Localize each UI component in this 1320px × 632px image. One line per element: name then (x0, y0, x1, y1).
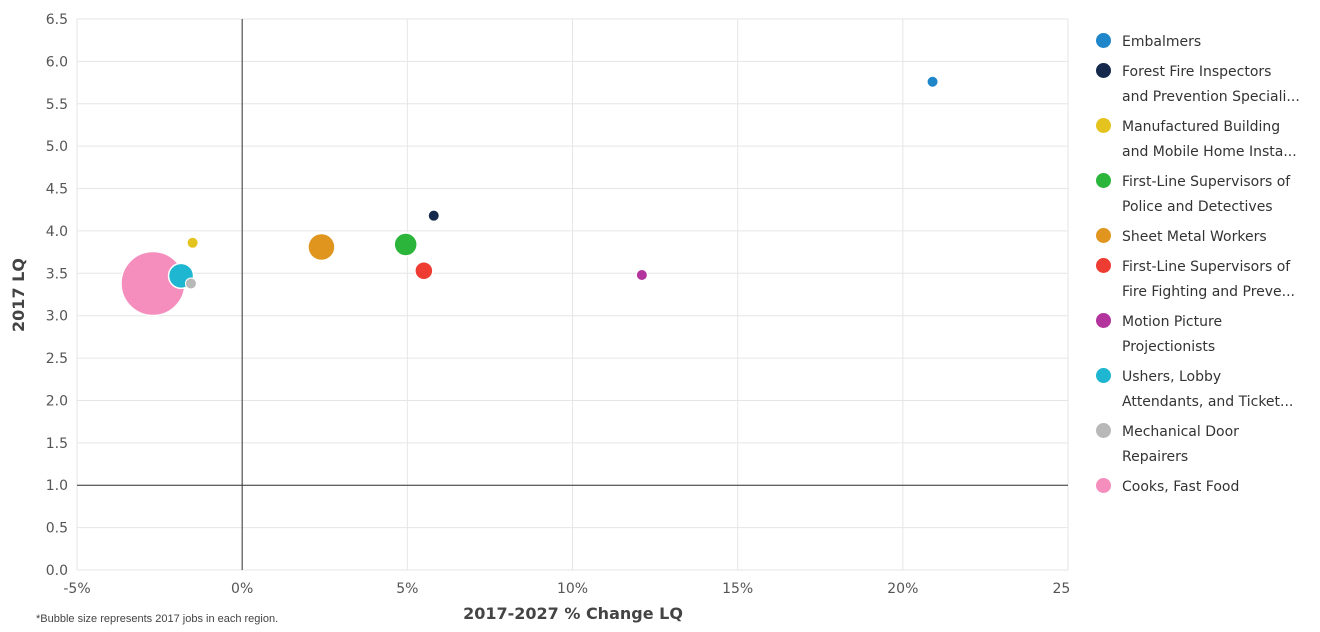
y-tick-label: 1.5 (46, 436, 68, 452)
legend-marker (1096, 228, 1111, 243)
legend-label: Forest Fire Inspectors and Prevention Spe… (1122, 64, 1300, 105)
legend-marker (1096, 478, 1111, 493)
bubbles (120, 75, 939, 317)
y-tick-label: 4.5 (46, 182, 68, 198)
bubble[interactable] (307, 232, 336, 262)
y-axis-ticks: 0.0 0.5 1.0 1.5 2.0 2.5 3.0 3.5 4.0 4.5 5.0 5.5 6.0 6… (46, 12, 68, 579)
legend-item[interactable]: Mechanical Door Repairers (1096, 420, 1320, 470)
y-tick-label: 2.5 (46, 351, 68, 367)
legend-label: Ushers, Lobby Attendants, and Ticket... (1122, 369, 1294, 410)
legend-marker (1096, 423, 1111, 438)
x-axis-ticks: -5% 0% 5% 10% 15% 20% 25% (63, 581, 1070, 597)
bubble[interactable] (393, 232, 418, 257)
y-tick-label: 3.0 (46, 309, 68, 325)
legend-item[interactable]: Ushers, Lobby Attendants, and Ticket... (1096, 365, 1320, 415)
legend-label: Motion Picture Projectionists (1122, 314, 1223, 355)
x-tick-label: 10% (557, 581, 588, 597)
x-axis-title: 2017-2027 % Change LQ (463, 604, 683, 623)
legend-item[interactable]: Embalmers (1096, 30, 1320, 55)
legend-marker (1096, 33, 1111, 48)
bubble[interactable] (427, 209, 440, 222)
bubble[interactable] (186, 236, 199, 249)
legend-marker (1096, 313, 1111, 328)
legend: Embalmers Forest Fire Inspectors and Preve… (1096, 30, 1320, 505)
bubble[interactable] (414, 261, 434, 281)
y-tick-label: 0.5 (46, 521, 68, 537)
legend-item[interactable]: Sheet Metal Workers (1096, 225, 1320, 250)
legend-label: First-Line Supervisors of Police and Dete… (1122, 174, 1291, 215)
legend-item[interactable]: First-Line Supervisors of Fire Fighting a… (1096, 255, 1320, 305)
y-tick-label: 4.0 (46, 224, 68, 240)
legend-label: Cooks, Fast Food (1122, 479, 1240, 495)
legend-item[interactable]: Manufactured Building and Mobile Home Ins… (1096, 115, 1320, 165)
legend-marker (1096, 118, 1111, 133)
y-tick-label: 5.5 (46, 97, 68, 113)
legend-item[interactable]: Cooks, Fast Food (1096, 475, 1320, 500)
y-tick-label: 3.5 (46, 266, 68, 282)
x-tick-label: 25% (1052, 581, 1070, 597)
legend-item[interactable]: Forest Fire Inspectors and Prevention Spe… (1096, 60, 1320, 110)
x-tick-label: 20% (887, 581, 918, 597)
legend-label: Sheet Metal Workers (1122, 229, 1267, 245)
legend-marker (1096, 258, 1111, 273)
y-axis-title: 2017 LQ (9, 258, 28, 332)
legend-label: Manufactured Building and Mobile Home Ins… (1122, 119, 1297, 160)
bubble-size-footnote: *Bubble size represents 2017 jobs in eac… (36, 613, 279, 625)
y-tick-label: 0.0 (46, 563, 68, 579)
gridlines (76, 18, 1069, 571)
x-tick-label: -5% (63, 581, 90, 597)
legend-label: Embalmers (1122, 34, 1202, 50)
y-tick-label: 5.0 (46, 139, 68, 155)
x-tick-label: 0% (231, 581, 253, 597)
x-tick-label: 5% (396, 581, 418, 597)
y-tick-label: 6.5 (46, 12, 68, 28)
bubble[interactable] (635, 269, 648, 282)
legend-marker (1096, 368, 1111, 383)
legend-item[interactable]: Motion Picture Projectionists (1096, 310, 1320, 360)
legend-label: First-Line Supervisors of Fire Fighting a… (1122, 259, 1296, 300)
scatter-chart: -5% 0% 5% 10% 15% 20% 25% 0.0 0.5 1.0 1.5 2.0 2.5 3.… (9, 12, 1070, 623)
legend-marker (1096, 173, 1111, 188)
bubble[interactable] (926, 75, 939, 88)
bubble[interactable] (184, 277, 197, 290)
x-tick-label: 15% (722, 581, 753, 597)
y-tick-label: 1.0 (46, 478, 68, 494)
y-tick-label: 6.0 (46, 54, 68, 70)
legend-label: Mechanical Door Repairers (1122, 424, 1239, 465)
legend-marker (1096, 63, 1111, 78)
y-tick-label: 2.0 (46, 393, 68, 409)
legend-item[interactable]: First-Line Supervisors of Police and Dete… (1096, 170, 1320, 220)
reference-lines (77, 19, 1068, 570)
